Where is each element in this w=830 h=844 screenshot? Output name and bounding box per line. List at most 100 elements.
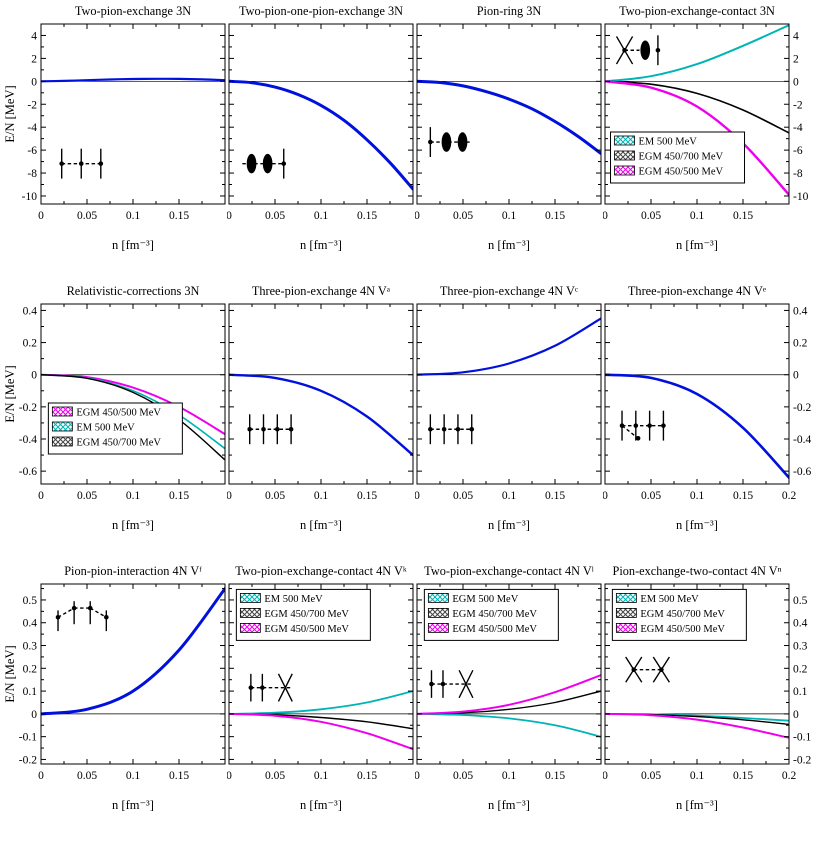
svg-text:0: 0 (793, 709, 799, 721)
feynman-diagram-icon (619, 410, 666, 441)
svg-text:0.15: 0.15 (545, 490, 565, 502)
panel-title: Three-pion-exchange 4N Vᶜ (440, 284, 578, 298)
x-tick-labels: 0 0.05 0.1 0.15 (227, 490, 377, 502)
svg-text:0.4: 0.4 (23, 305, 38, 317)
svg-text:0.1: 0.1 (126, 490, 141, 502)
svg-text:0: 0 (31, 709, 37, 721)
panel-pion-pion-interaction-4n-v: Pion-pion-interaction 4N Vᶠ0 0.05 0.1 0.150… (3, 564, 226, 812)
svg-text:0.1: 0.1 (314, 210, 329, 222)
svg-text:0: 0 (603, 210, 608, 222)
svg-text:0.15: 0.15 (169, 490, 189, 502)
x-axis-label: n [fm⁻³] (112, 238, 154, 252)
series-e-n (417, 79, 601, 156)
x-axis-label: n [fm⁻³] (676, 518, 718, 532)
axis-ticks (40, 304, 226, 484)
svg-text:0.05: 0.05 (265, 770, 285, 782)
x-tick-labels: 0 0.05 0.1 0.15 (227, 210, 377, 222)
plot-frame (228, 303, 414, 485)
svg-text:0.1: 0.1 (502, 210, 517, 222)
plot-frame (416, 303, 602, 485)
svg-text:0: 0 (415, 210, 420, 222)
svg-text:2: 2 (31, 53, 37, 65)
axis-ticks (604, 304, 790, 484)
svg-text:0: 0 (415, 490, 420, 502)
svg-text:0.15: 0.15 (545, 770, 565, 782)
legend-label-egm-450-700-mev: EGM 450/700 MeV (640, 609, 725, 620)
figure-row-3: Pion-pion-interaction 4N Vᶠ 0 0.05 0.1 0.15 0… (3, 562, 827, 824)
svg-text:0.2: 0.2 (23, 338, 38, 350)
svg-text:0.05: 0.05 (265, 490, 285, 502)
series-egm-450-700-mev (41, 374, 225, 461)
panel-pion-ring-3n: Pion-ring 3N 0 0.05 0.1 0.15 n [fm⁻³] (415, 4, 602, 252)
svg-text:0.05: 0.05 (641, 210, 661, 222)
series-em-500-mev (229, 690, 413, 715)
axis-ticks (228, 23, 414, 204)
svg-text:0.05: 0.05 (77, 210, 97, 222)
legend-label-em-500-mev: EM 500 MeV (640, 594, 699, 605)
svg-text:-8: -8 (27, 168, 37, 180)
svg-text:-0.4: -0.4 (793, 434, 811, 446)
legend-label-egm-450-500-mev: EGM 450/500 MeV (264, 624, 349, 635)
feynman-diagram-icon (429, 669, 474, 699)
x-axis-label: n [fm⁻³] (300, 238, 342, 252)
svg-text:0.05: 0.05 (265, 210, 285, 222)
panel-title: Two-pion-exchange 3N (75, 4, 191, 18)
svg-text:4: 4 (793, 30, 799, 42)
panel-title: Two-pion-exchange-contact 3N (619, 4, 775, 18)
svg-text:0.1: 0.1 (690, 770, 705, 782)
svg-text:0.05: 0.05 (453, 770, 473, 782)
panel-title: Two-pion-exchange-contact 4N Vˡ (424, 564, 594, 578)
y-tick-labels-right: 0.5 0.4 0.3 0.2 0.1 0 -0.1 -0.2 (793, 595, 811, 766)
feynman-diagram-icon (428, 414, 475, 445)
axis-ticks (228, 584, 414, 764)
svg-text:-6: -6 (27, 145, 37, 157)
svg-text:0.15: 0.15 (545, 210, 565, 222)
legend-label-egm-450-500-mev: EGM 450/500 MeV (452, 624, 537, 635)
svg-text:0: 0 (603, 770, 608, 782)
panel-three-pion-exchange-4n-v: Three-pion-exchange 4N Vᶜ 0 0.05 0.1 0.15 n [… (415, 284, 602, 532)
legend-label-egm-450-500-mev: EGM 450/500 MeV (639, 167, 724, 178)
svg-text:0.05: 0.05 (453, 210, 473, 222)
legend: EM 500 MeV EGM 450/700 MeV EGM 450/500 MeV (235, 588, 371, 641)
svg-text:0.05: 0.05 (453, 490, 473, 502)
legend-label-egm-450-700-mev: EGM 450/700 MeV (452, 609, 537, 620)
svg-text:-0.6: -0.6 (19, 466, 37, 478)
series-em-500-mev (605, 24, 789, 83)
svg-text:0.15: 0.15 (169, 210, 189, 222)
x-axis-label: n [fm⁻³] (488, 238, 530, 252)
panel-title: Two-pion-exchange-contact 4N Vᵏ (235, 564, 407, 578)
svg-text:-0.2: -0.2 (793, 402, 811, 414)
svg-text:2: 2 (793, 53, 799, 65)
feynman-diagram-icon (625, 656, 670, 683)
legend-label-egm-450-700-mev: EGM 450/700 MeV (76, 438, 161, 449)
axis-ticks (40, 23, 226, 204)
series-egm-500-mev (417, 713, 601, 738)
y-axis-label: E/N [MeV] (3, 85, 17, 142)
svg-text:-10: -10 (22, 191, 38, 203)
svg-text:0.4: 0.4 (23, 618, 38, 630)
x-axis-label: n [fm⁻³] (112, 518, 154, 532)
svg-text:0: 0 (415, 770, 420, 782)
svg-text:-0.6: -0.6 (793, 466, 811, 478)
svg-text:-2: -2 (27, 99, 37, 111)
svg-text:0.15: 0.15 (169, 770, 189, 782)
svg-text:0.4: 0.4 (793, 618, 808, 630)
x-axis-label: n [fm⁻³] (676, 798, 718, 812)
svg-text:-6: -6 (793, 145, 803, 157)
feynman-diagram-icon (615, 35, 661, 66)
svg-text:0: 0 (38, 490, 44, 502)
svg-text:0.1: 0.1 (502, 490, 517, 502)
x-axis-label: n [fm⁻³] (676, 238, 718, 252)
panel-two-pion-exchange-contact-4n-v: Two-pion-exchange-contact 4N Vˡ0 0.05 0.1 0… (415, 564, 602, 812)
svg-text:0.5: 0.5 (23, 595, 38, 607)
svg-text:0: 0 (603, 490, 608, 502)
y-tick-labels-left: 0.5 0.4 0.3 0.2 0.1 0 -0.1 -0.2 (19, 595, 37, 766)
svg-text:0.3: 0.3 (23, 641, 38, 653)
svg-text:0: 0 (227, 770, 232, 782)
svg-text:-0.2: -0.2 (19, 754, 37, 766)
panel-three-pion-exchange-4n-v: Three-pion-exchange 4N Vᵉ 0 0.05 0.1 0.15 0.2… (603, 284, 811, 532)
svg-text:0.1: 0.1 (793, 686, 808, 698)
y-axis-label: E/N [MeV] (3, 365, 17, 422)
series-egm-450-700-mev (417, 690, 601, 715)
